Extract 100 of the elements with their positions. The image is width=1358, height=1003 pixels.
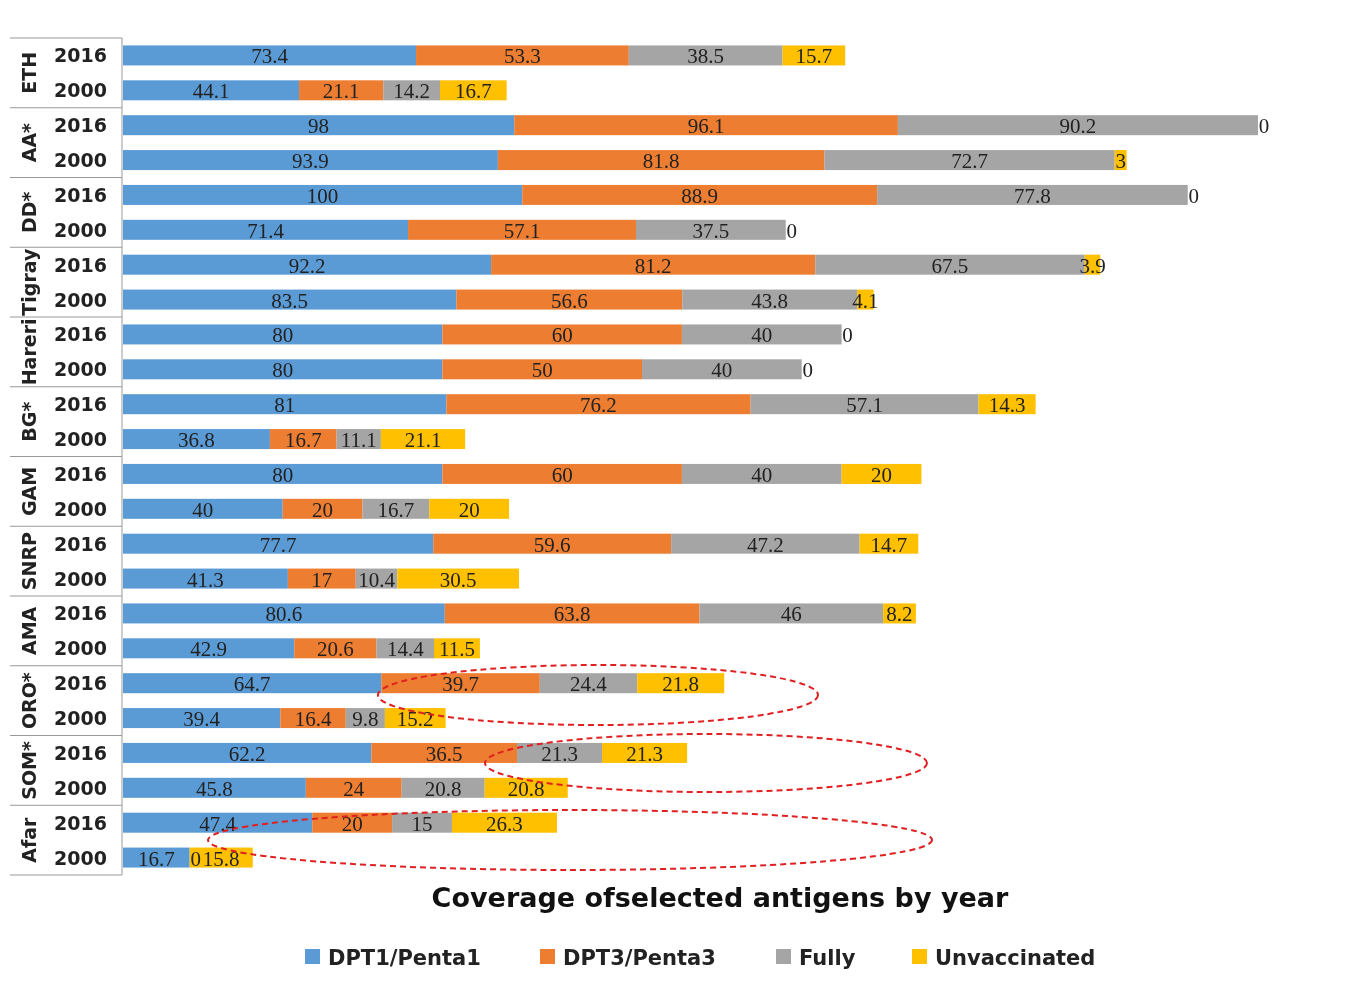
bar bbox=[433, 533, 672, 554]
y-tick-label: 2016 bbox=[54, 183, 107, 206]
data-label: 24.4 bbox=[570, 672, 608, 697]
bar bbox=[123, 498, 283, 519]
bar bbox=[123, 45, 417, 66]
data-label: 20.6 bbox=[317, 637, 354, 662]
data-label: 14.7 bbox=[870, 532, 908, 557]
bar bbox=[123, 708, 281, 729]
data-label: 21.8 bbox=[662, 672, 700, 697]
data-label: 0 bbox=[842, 323, 853, 348]
data-label: 38.5 bbox=[687, 44, 725, 69]
data-label: 60 bbox=[551, 323, 573, 348]
data-label: 62.2 bbox=[228, 741, 266, 766]
bar bbox=[123, 463, 443, 484]
data-label: 30.5 bbox=[439, 567, 477, 592]
data-label: 81 bbox=[274, 393, 296, 418]
data-label: 47.2 bbox=[746, 532, 784, 557]
bar bbox=[123, 324, 443, 345]
text: SOM* bbox=[18, 740, 40, 800]
bar bbox=[497, 150, 825, 171]
data-label: 20.8 bbox=[507, 776, 545, 801]
data-label: 0 bbox=[1188, 183, 1199, 208]
data-label: 45.8 bbox=[196, 776, 233, 801]
bar bbox=[381, 673, 540, 694]
y-tick-label: 2000 bbox=[54, 776, 107, 799]
data-label: 14.3 bbox=[988, 393, 1026, 418]
legend-label: Fully bbox=[799, 946, 856, 970]
data-label: 88.9 bbox=[681, 183, 719, 208]
bar bbox=[123, 638, 295, 659]
data-label: 83.5 bbox=[271, 288, 309, 313]
bar bbox=[123, 673, 382, 694]
bar bbox=[446, 394, 751, 415]
data-label: 72.7 bbox=[951, 149, 988, 174]
bar bbox=[442, 359, 642, 380]
data-label: 14.4 bbox=[386, 637, 425, 662]
data-label: 0 bbox=[786, 218, 797, 243]
y-tick-label: 2000 bbox=[54, 218, 107, 241]
y-tick-label: 2000 bbox=[54, 79, 107, 102]
data-label: 93.9 bbox=[292, 149, 329, 174]
data-label: 15.8 bbox=[202, 846, 240, 871]
bar bbox=[636, 219, 786, 240]
bar bbox=[123, 533, 434, 554]
data-label: 39.4 bbox=[183, 707, 221, 732]
data-label: 26.3 bbox=[486, 811, 523, 836]
bar bbox=[282, 498, 363, 519]
data-label: 42.9 bbox=[190, 637, 228, 662]
y-tick-label: 2000 bbox=[54, 567, 107, 590]
bar bbox=[123, 568, 288, 589]
bar bbox=[123, 150, 498, 171]
bar bbox=[123, 742, 372, 763]
data-label: 16.7 bbox=[454, 79, 492, 104]
data-label: 9.8 bbox=[352, 707, 379, 732]
bar bbox=[824, 150, 1115, 171]
bar bbox=[429, 498, 510, 519]
data-label: 40 bbox=[192, 497, 214, 522]
text: AA* bbox=[18, 122, 40, 163]
bar bbox=[123, 603, 445, 624]
bar bbox=[877, 184, 1188, 205]
data-label: 44.1 bbox=[192, 79, 230, 104]
data-label: 90.2 bbox=[1059, 114, 1097, 139]
data-label: 21.1 bbox=[404, 428, 442, 453]
data-label: 80.6 bbox=[265, 602, 303, 627]
data-label: 80 bbox=[272, 358, 294, 383]
bar bbox=[699, 603, 884, 624]
text: DD* bbox=[18, 191, 40, 234]
data-label: 40 bbox=[751, 323, 773, 348]
data-label: 36.5 bbox=[425, 741, 463, 766]
bar bbox=[305, 777, 402, 798]
data-label: 0 bbox=[190, 846, 201, 871]
bar bbox=[444, 603, 700, 624]
bar bbox=[641, 359, 802, 380]
bar bbox=[287, 568, 356, 589]
data-label: 56.6 bbox=[550, 288, 588, 313]
data-label: 10.4 bbox=[358, 567, 396, 592]
data-label: 3 bbox=[1115, 149, 1126, 174]
legend-label: DPT3/Penta3 bbox=[563, 946, 716, 970]
y-tick-label: 2000 bbox=[54, 288, 107, 311]
text: BG* bbox=[18, 401, 40, 442]
y-tick-label: 2000 bbox=[54, 707, 107, 730]
bar bbox=[123, 429, 270, 450]
data-label: 21.3 bbox=[541, 741, 578, 766]
data-label: 15.2 bbox=[396, 707, 434, 732]
data-label: 21.1 bbox=[322, 79, 360, 104]
data-label: 57.1 bbox=[846, 393, 883, 418]
legend-label: Unvaccinated bbox=[935, 946, 1096, 970]
data-label: 20.8 bbox=[424, 776, 462, 801]
data-label: 98 bbox=[308, 114, 330, 139]
bar bbox=[397, 568, 520, 589]
text: Hareri bbox=[18, 318, 40, 386]
data-label: 20 bbox=[341, 811, 363, 836]
data-label: 8.2 bbox=[886, 602, 913, 627]
bar bbox=[522, 184, 878, 205]
bar bbox=[750, 394, 979, 415]
data-label: 81.8 bbox=[642, 149, 680, 174]
text: ORO* bbox=[18, 672, 40, 730]
data-label: 40 bbox=[711, 358, 733, 383]
data-label: 57.1 bbox=[503, 218, 541, 243]
data-label: 60 bbox=[551, 462, 573, 487]
bar bbox=[123, 80, 300, 101]
data-label: 21.3 bbox=[626, 741, 663, 766]
